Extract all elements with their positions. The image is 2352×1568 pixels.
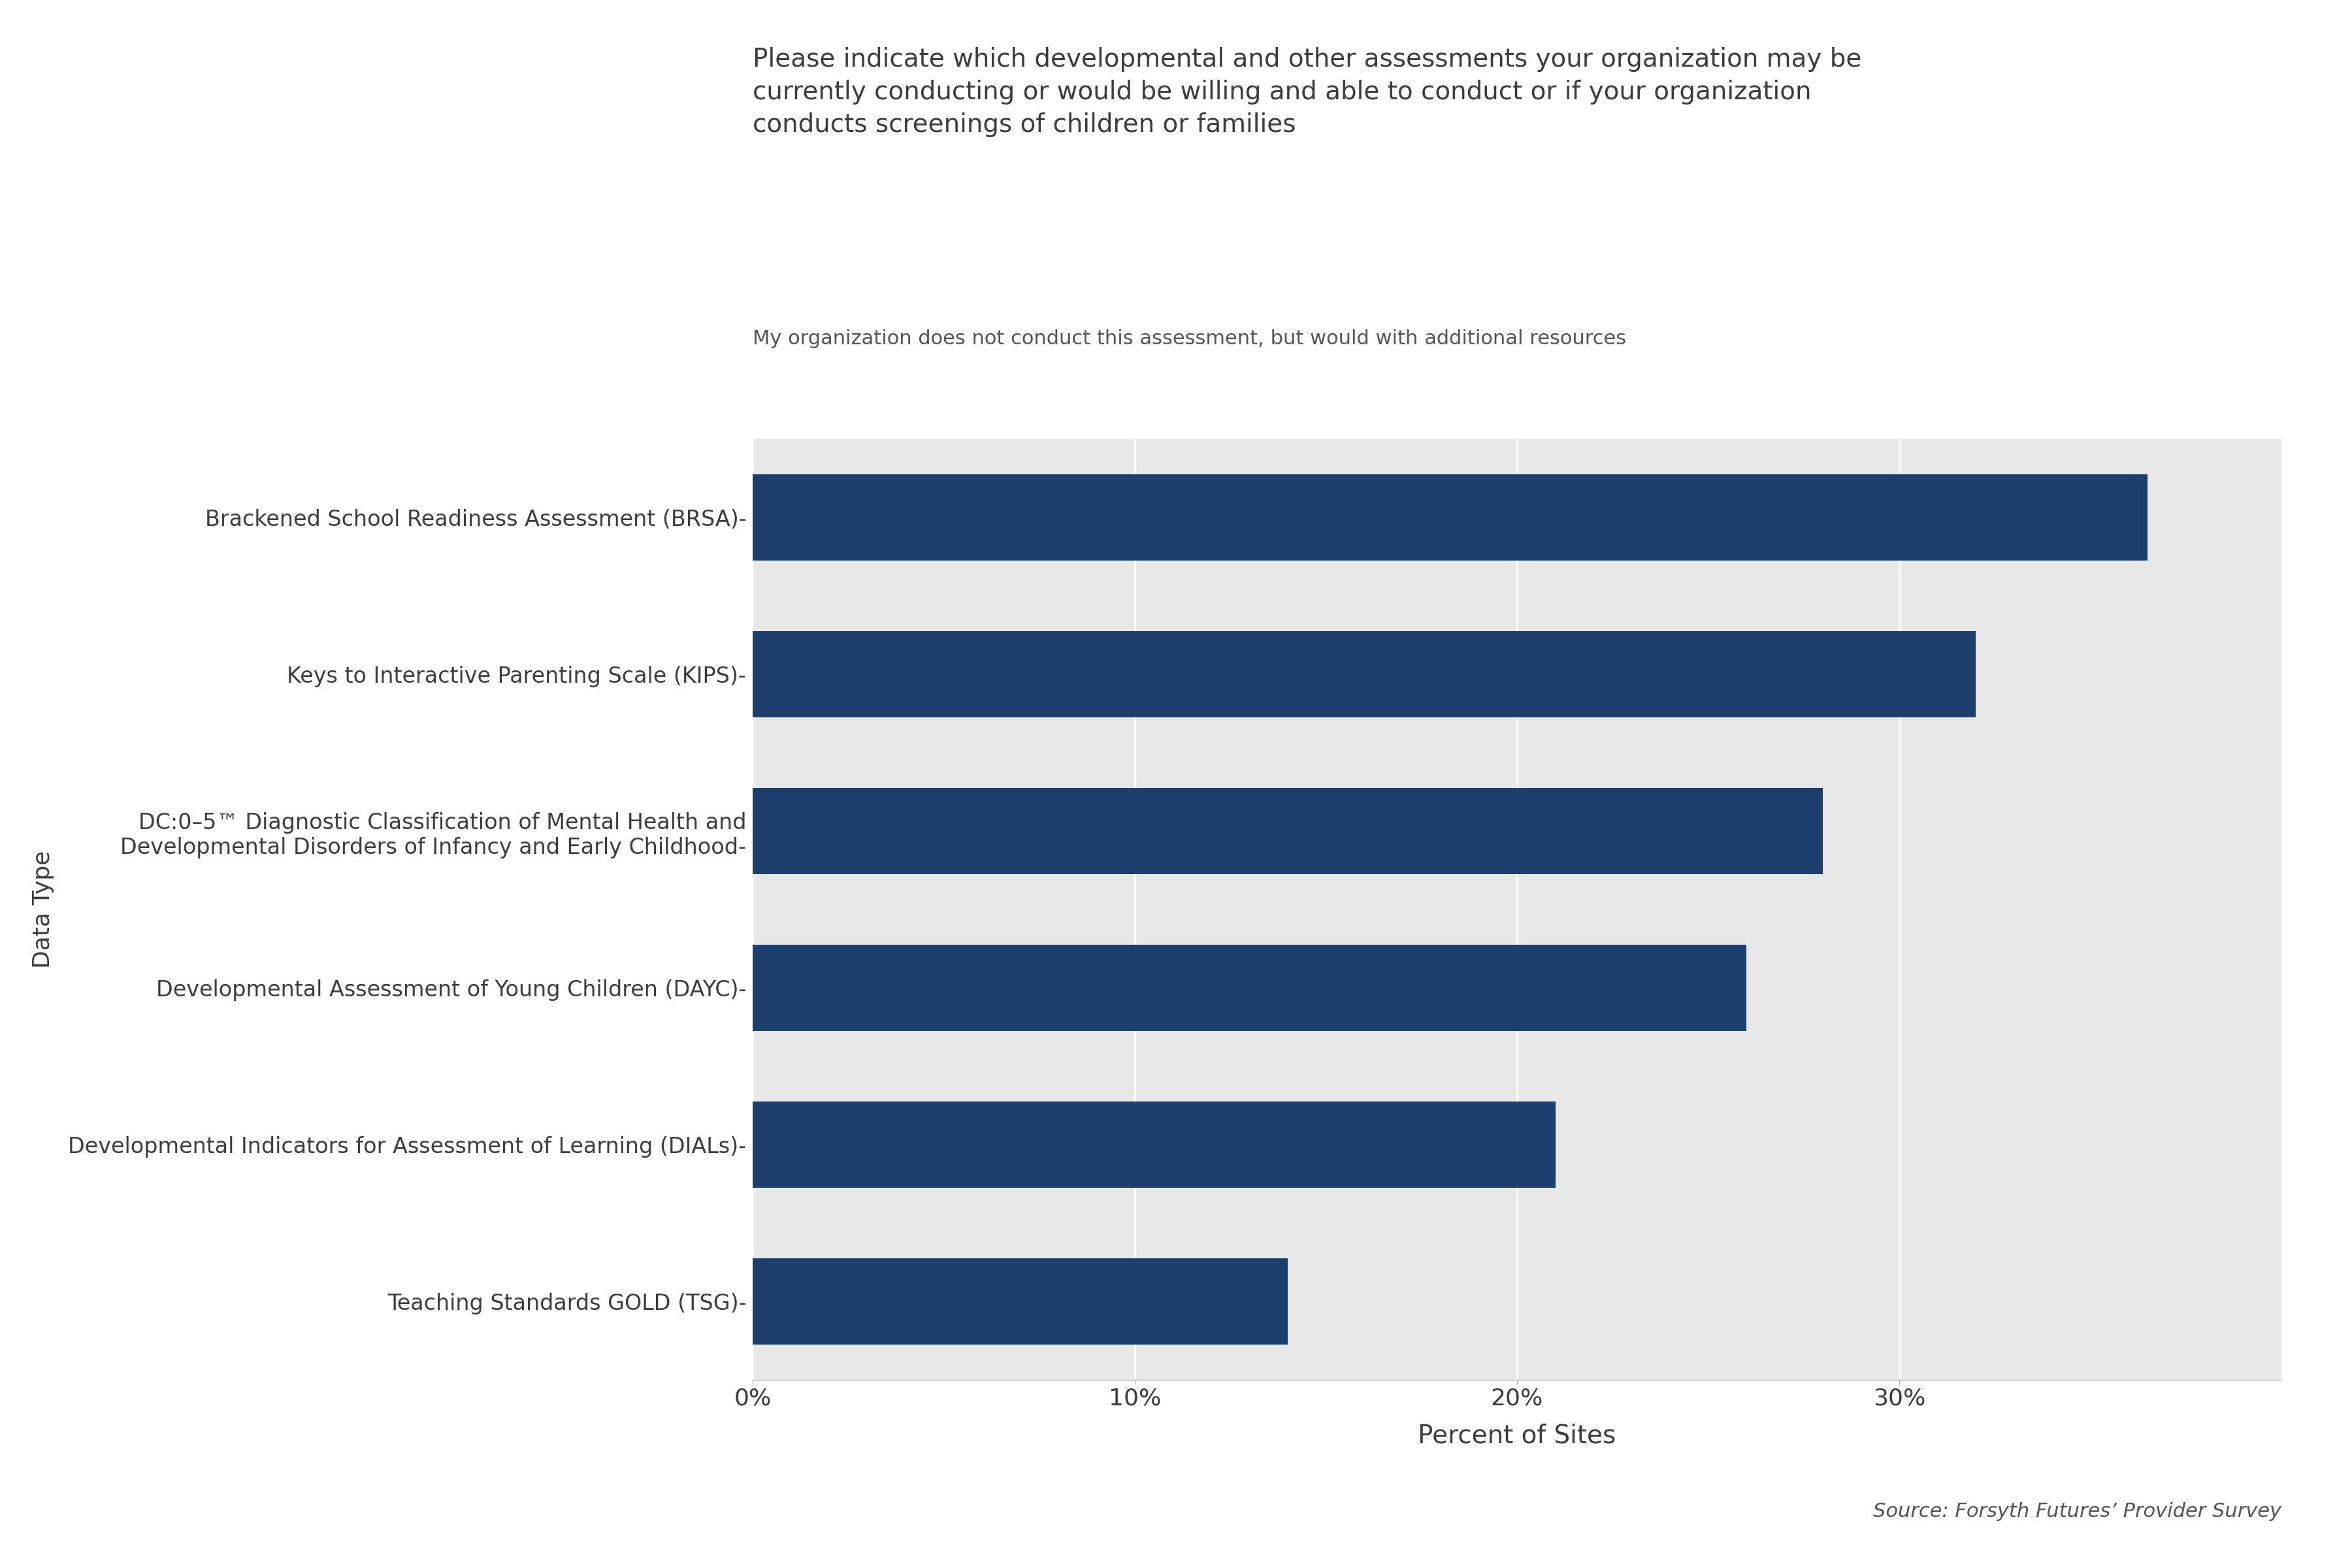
Bar: [753, 787, 1823, 875]
Bar: [753, 630, 1976, 718]
Bar: [753, 944, 1745, 1032]
Text: Source: Forsyth Futures’ Provider Survey: Source: Forsyth Futures’ Provider Survey: [1872, 1502, 2281, 1521]
Text: My organization does not conduct this assessment, but would with additional reso: My organization does not conduct this as…: [753, 329, 1625, 348]
X-axis label: Percent of Sites: Percent of Sites: [1418, 1424, 1616, 1449]
Bar: [753, 1101, 1555, 1189]
Bar: [753, 1258, 1289, 1344]
Text: Please indicate which developmental and other assessments your organization may : Please indicate which developmental and …: [753, 47, 1860, 136]
Bar: [753, 474, 2147, 560]
Y-axis label: Data Type: Data Type: [33, 850, 54, 969]
